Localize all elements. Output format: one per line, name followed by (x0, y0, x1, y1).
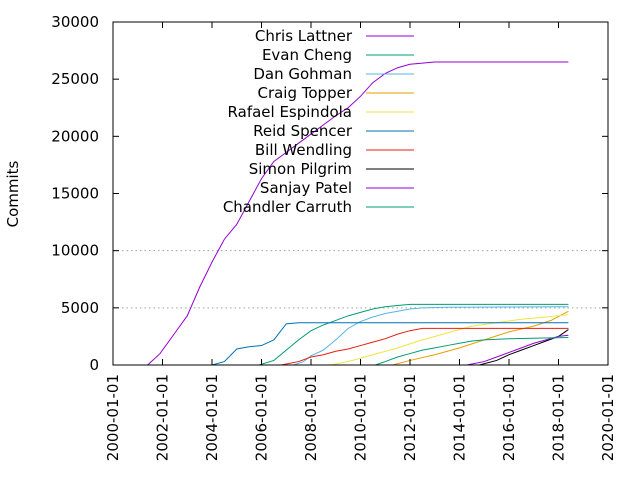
x-tick-label: 2006-01-01 (253, 374, 271, 461)
legend-label: Rafael Espindola (228, 103, 352, 121)
series-line-chandler-carruth (375, 337, 569, 366)
series-line-dan-gohman (293, 306, 569, 366)
legend-label: Simon Pilgrim (249, 160, 352, 178)
legend-label: Craig Topper (257, 84, 352, 102)
y-tick-label: 30000 (51, 13, 99, 31)
y-tick-label: 5000 (61, 299, 99, 317)
legend-label: Reid Spencer (253, 122, 353, 140)
series-line-rafael-espindola (330, 314, 569, 366)
series-line-chris-lattner (147, 61, 569, 366)
y-tick-label: 25000 (51, 70, 99, 88)
series-line-evan-cheng (258, 303, 569, 366)
grid-lines (113, 250, 608, 309)
x-tick-label: 2008-01-01 (302, 374, 320, 461)
y-tick-label: 0 (89, 356, 99, 374)
y-tick-label: 15000 (51, 185, 99, 203)
y-tick-label: 20000 (51, 127, 99, 145)
legend-label: Evan Cheng (262, 46, 352, 64)
plot-frame (112, 21, 609, 366)
x-tick-label: 2000-01-01 (104, 374, 122, 461)
series-line-bill-wendling (281, 327, 569, 366)
x-tick-label: 2010-01-01 (352, 374, 370, 461)
legend-label: Chandler Carruth (223, 198, 352, 216)
x-tick-label: 2012-01-01 (401, 374, 419, 461)
x-axis-ticks: 2000-01-01 2002-01-01 2004-01-01 2006-01-01… (104, 22, 617, 461)
x-tick-label: 2014-01-01 (451, 374, 469, 461)
legend-label: Dan Gohman (253, 65, 352, 83)
y-axis-ticks: 0 5000 10000 15000 20000 25000 30000 (51, 13, 608, 374)
legend-label: Bill Wendling (255, 141, 352, 159)
x-tick-label: 2002-01-01 (154, 374, 172, 461)
series-lines (147, 61, 569, 366)
x-tick-label: 2018-01-01 (550, 374, 568, 461)
y-tick-label: 10000 (51, 242, 99, 260)
x-tick-label: 2020-01-01 (599, 374, 617, 461)
x-tick-label: 2016-01-01 (500, 374, 518, 461)
legend-label: Sanjay Patel (260, 179, 352, 197)
legend-label: Chris Lattner (255, 27, 353, 45)
series-line-reid-spencer (211, 322, 569, 366)
y-axis-label: Commits (4, 160, 22, 227)
x-tick-label: 2004-01-01 (203, 374, 221, 461)
